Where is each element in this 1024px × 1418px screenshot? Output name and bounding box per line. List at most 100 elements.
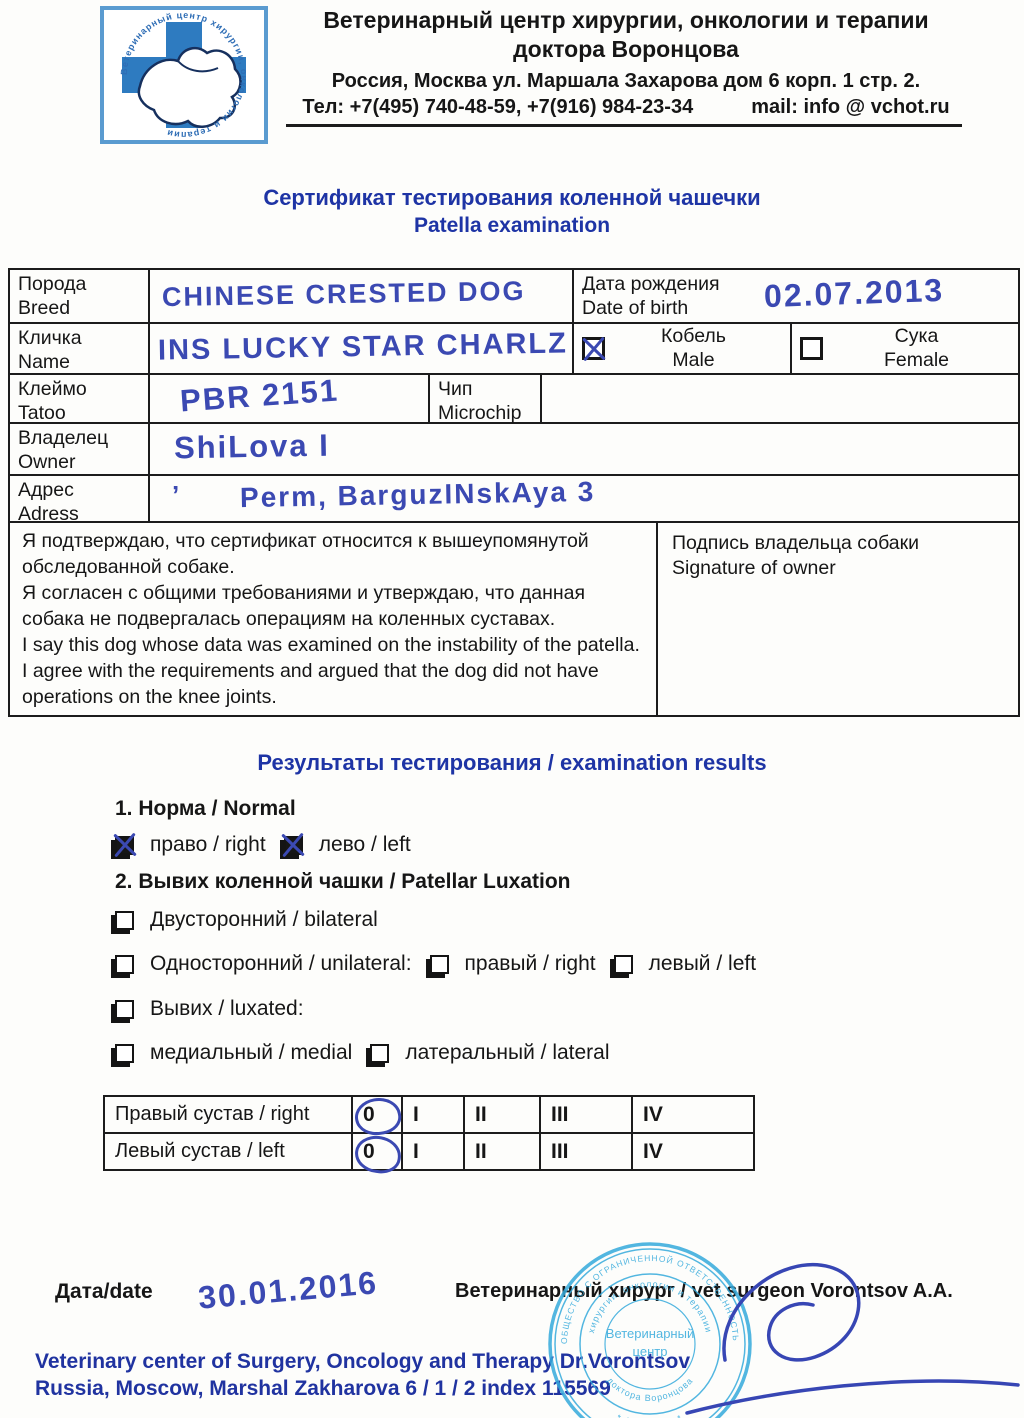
table-row-address: Адрес Adress ’ Perm, BarguzINskAya 3 xyxy=(10,476,1018,525)
tatoo-label: Клеймо Tatoo xyxy=(10,375,150,424)
grade-cell-IV: IV xyxy=(643,1139,663,1163)
unilateral-row: Односторонний / unilateral: правый / rig… xyxy=(115,952,774,976)
breed-value-cell: CHINESE CRESTED DOG xyxy=(150,270,574,322)
microchip-label: Чип Microchip xyxy=(430,375,542,424)
tatoo-value-cell: PBR 2151 xyxy=(150,372,430,422)
clinic-header: Ветеринарный центр хирургии, онкологии и… xyxy=(288,6,964,120)
luxated-row: Вывих / luxated: xyxy=(115,997,322,1021)
clinic-name-line1: Ветеринарный центр хирургии, онкологии и… xyxy=(323,7,929,33)
dog-info-table: Порода Breed CHINESE CRESTED DOG Дата рож… xyxy=(8,268,1020,717)
clinic-name-line2: доктора Воронцова xyxy=(513,35,739,62)
female-cell: Сука Female xyxy=(792,324,1018,373)
clinic-stamp: ОБЩЕСТВО С ОГРАНИЧЕННОЙ ОТВЕТСТВЕННОСТЬЮ… xyxy=(533,1228,768,1418)
normal-right-checkbox xyxy=(115,835,134,855)
female-checkbox xyxy=(800,337,823,360)
dog-silhouette-icon xyxy=(137,46,242,128)
male-label-ru: Кобель xyxy=(661,324,726,347)
normal-left-checkbox xyxy=(283,835,303,855)
unilateral-checkbox xyxy=(115,954,134,974)
grade-row-label: Правый сустав / right xyxy=(105,1097,353,1132)
dob-handwritten-value: 02.07.2013 xyxy=(763,271,945,315)
pen-mark: ’ xyxy=(172,480,180,510)
grade-cell-I: I xyxy=(403,1134,465,1169)
normal-right-label: право / right xyxy=(150,833,266,856)
surgeon-signature xyxy=(575,1245,1020,1418)
grade-row-left: Левый сустав / left 0 I II III IV xyxy=(105,1133,753,1176)
grade-cell-II: II xyxy=(465,1097,541,1132)
owner-handwritten-value: ShiLova I xyxy=(173,427,331,466)
date-label: Дата/date xyxy=(55,1280,153,1303)
unilateral-left-checkbox xyxy=(613,954,633,974)
grade-row-label: Левый сустав / left xyxy=(105,1134,353,1169)
medial-lateral-row: медиальный / medial латеральный / latera… xyxy=(115,1041,628,1065)
table-row-owner: Владелец Owner ShiLova I xyxy=(10,424,1018,476)
date-handwritten-value: 30.01.2016 xyxy=(196,1264,380,1316)
female-label-en: Female xyxy=(883,348,950,371)
owner-value-cell: ShiLova I xyxy=(150,424,1018,474)
name-value-cell: INS LUCKY STAR CHARLZ xyxy=(150,324,574,373)
clinic-footer-line1: Veterinary center of Surgery, Oncology a… xyxy=(35,1350,691,1373)
pen-circle-mark xyxy=(352,1094,404,1139)
bilateral-label: Двусторонний / bilateral xyxy=(150,908,378,931)
unilateral-right-label: правый / right xyxy=(464,952,596,975)
grade-cell-I: I xyxy=(403,1097,465,1132)
clinic-footer-line2: Russia, Moscow, Marshal Zakharova 6 / 1 … xyxy=(35,1377,611,1401)
bilateral-checkbox xyxy=(115,910,134,930)
grade-row-right: Правый сустав / right 0 I II III IV xyxy=(105,1094,753,1139)
luxated-label: Вывих / luxated: xyxy=(150,997,304,1020)
breed-label: Порода Breed xyxy=(10,270,150,322)
lateral-label: латеральный / lateral xyxy=(405,1041,610,1064)
grade-cell-0: 0 xyxy=(353,1133,403,1176)
bilateral-row: Двусторонний / bilateral xyxy=(115,908,396,932)
clinic-logo: Ветеринарный центр хирургии, онкологии и… xyxy=(100,6,268,149)
owner-label: Владелец Owner xyxy=(10,424,150,474)
clinic-footer-en: Veterinary center of Surgery, Oncology a… xyxy=(35,1348,690,1403)
pen-circle-mark xyxy=(353,1133,403,1176)
address-handwritten-value: Perm, BarguzINskAya 3 xyxy=(239,475,596,514)
normal-checkbox-row: право / right лево / left xyxy=(115,833,429,857)
male-cell: Кобель Male xyxy=(574,324,792,373)
grade-cell-III: III xyxy=(541,1134,633,1169)
normal-left-label: лево / left xyxy=(318,833,411,856)
grade-cell-II: II xyxy=(465,1134,541,1169)
microchip-value-cell xyxy=(542,375,1018,422)
address-value-cell: ’ Perm, BarguzINskAya 3 xyxy=(150,476,1018,521)
luxated-checkbox xyxy=(115,999,134,1019)
surgeon-line: Ветеринарный хирург / vet surgeon Voront… xyxy=(455,1280,953,1302)
name-label: Кличка Name xyxy=(10,324,150,373)
dob-cell: Дата рождения Date of birth 02.07.2013 xyxy=(582,271,945,319)
medial-label: медиальный / medial xyxy=(150,1041,353,1064)
female-label-ru: Сука xyxy=(894,324,939,347)
grade-cell-0: 0 xyxy=(352,1094,404,1139)
tatoo-handwritten-value: PBR 2151 xyxy=(178,372,341,419)
document-title: Сертификат тестирования коленной чашечки… xyxy=(0,185,1024,238)
results-section-title: Результаты тестирования / examination re… xyxy=(257,750,767,775)
stamp-center-line1: Ветеринарный xyxy=(606,1326,694,1341)
unilateral-label: Односторонний / unilateral: xyxy=(150,952,412,975)
unilateral-left-label: левый / left xyxy=(648,952,757,975)
grade-cell-IV: IV xyxy=(643,1102,663,1126)
document-title-ru: Сертификат тестирования коленной чашечки xyxy=(263,185,761,210)
luxation-heading: 2. Вывих коленной чашки / Patellar Luxat… xyxy=(115,870,571,893)
stamp-center-line2: центр xyxy=(633,1344,668,1359)
male-label-en: Male xyxy=(672,348,715,371)
unilateral-right-checkbox xyxy=(429,954,449,974)
header-divider xyxy=(286,124,962,127)
signature-label-en: Signature of owner xyxy=(672,557,836,580)
breed-handwritten-value: CHINESE CRESTED DOG xyxy=(161,275,526,313)
confirmation-text: Я подтверждаю, что сертификат относится … xyxy=(10,523,658,715)
medial-checkbox xyxy=(115,1043,134,1063)
grade-cell-III: III xyxy=(541,1097,633,1132)
address-label: Адрес Adress xyxy=(10,476,150,525)
owner-signature-cell: Подпись владельца собаки Signature of ow… xyxy=(658,523,1018,715)
name-handwritten-value: INS LUCKY STAR CHARLZ xyxy=(157,327,569,367)
signature-label-ru: Подпись владельца собаки xyxy=(672,532,920,554)
clinic-mail: mail: info @ vchot.ru xyxy=(751,95,950,118)
male-checkbox xyxy=(582,337,605,360)
table-row-name: Кличка Name INS LUCKY STAR CHARLZ Кобель … xyxy=(10,324,1018,375)
document-title-en: Patella examination xyxy=(413,214,611,237)
grade-table: Правый сустав / right 0 I II III IV Левы… xyxy=(103,1094,755,1176)
table-row-tatoo: Клеймо Tatoo PBR 2151 Чип Microchip xyxy=(10,372,1018,424)
lateral-checkbox xyxy=(370,1043,390,1063)
